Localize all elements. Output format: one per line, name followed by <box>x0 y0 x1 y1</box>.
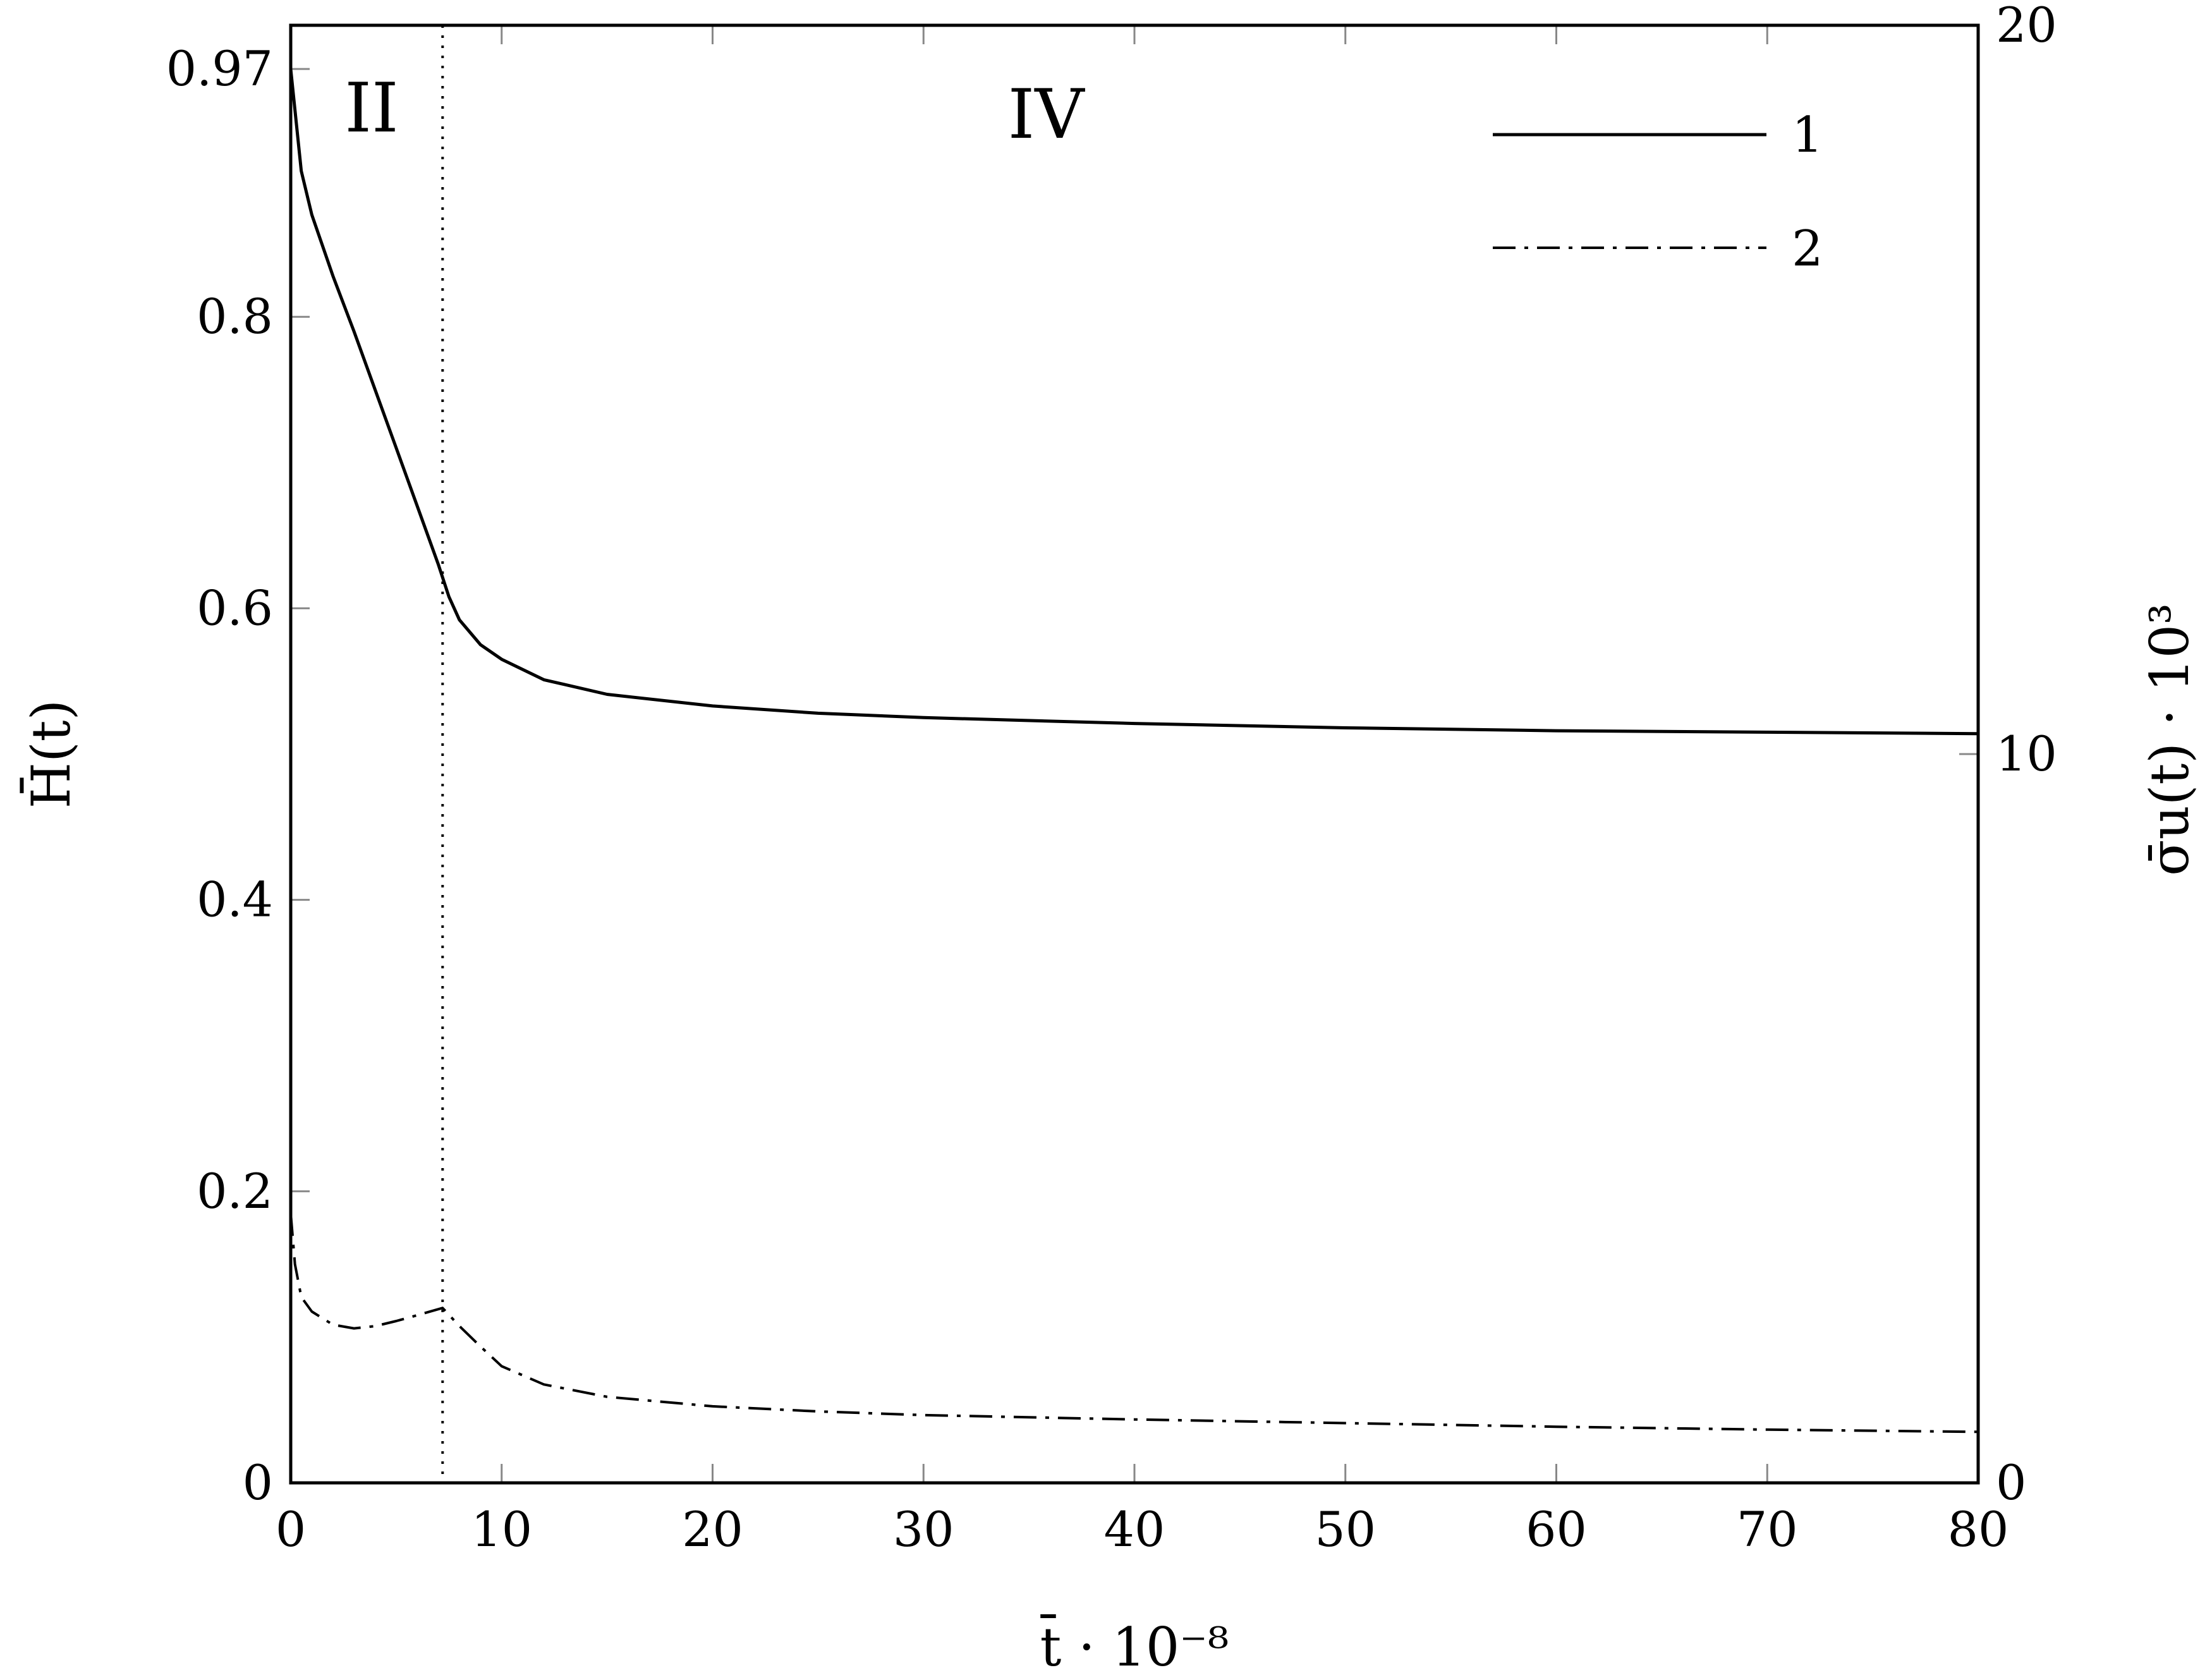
x-tick-label: 0 <box>276 1501 306 1557</box>
y-left-tick-label: 0.8 <box>197 288 273 344</box>
y-left-tick-label: 0.4 <box>197 872 273 928</box>
y-right-tick-label: 20 <box>1996 0 2057 53</box>
series-line-1 <box>289 68 1979 736</box>
y-left-tick-label: 0 <box>243 1454 273 1511</box>
y-left-tick-label: 0.6 <box>197 580 273 636</box>
y-left-tick-label: 0.97 <box>166 40 273 97</box>
x-tick-label: 40 <box>1104 1501 1165 1557</box>
legend: 1 2 <box>1493 107 1823 277</box>
plot-frame <box>289 23 1980 1485</box>
x-tick-label: 70 <box>1737 1501 1798 1557</box>
series-lines <box>289 25 1979 1483</box>
left-axis-title: H̄(t) <box>20 700 82 809</box>
series-line-2 <box>289 1213 1979 1434</box>
x-tick-label: 20 <box>682 1501 743 1557</box>
y-right-tick-label: 0 <box>1996 1454 2026 1511</box>
x-tick-label: 60 <box>1526 1501 1587 1557</box>
x-tick-label: 10 <box>471 1501 532 1557</box>
tick-marks <box>289 24 1979 1484</box>
region-label-iv: IV <box>1008 75 1086 154</box>
legend-label-series-1: 1 <box>1792 107 1823 164</box>
legend-label-series-2: 2 <box>1792 221 1823 277</box>
y-left-tick-label: 0.2 <box>197 1163 273 1219</box>
x-tick-label: 50 <box>1315 1501 1376 1557</box>
right-axis-title: σ̄u(t) · 10³ <box>2139 603 2201 875</box>
y-right-tick-label: 10 <box>1996 726 2057 782</box>
x-tick-label: 80 <box>1948 1501 2009 1557</box>
region-label-ii: II <box>344 69 398 148</box>
x-tick-label: 30 <box>893 1501 954 1557</box>
x-axis-title: t̄ · 10⁻⁸ <box>1040 1614 1229 1675</box>
